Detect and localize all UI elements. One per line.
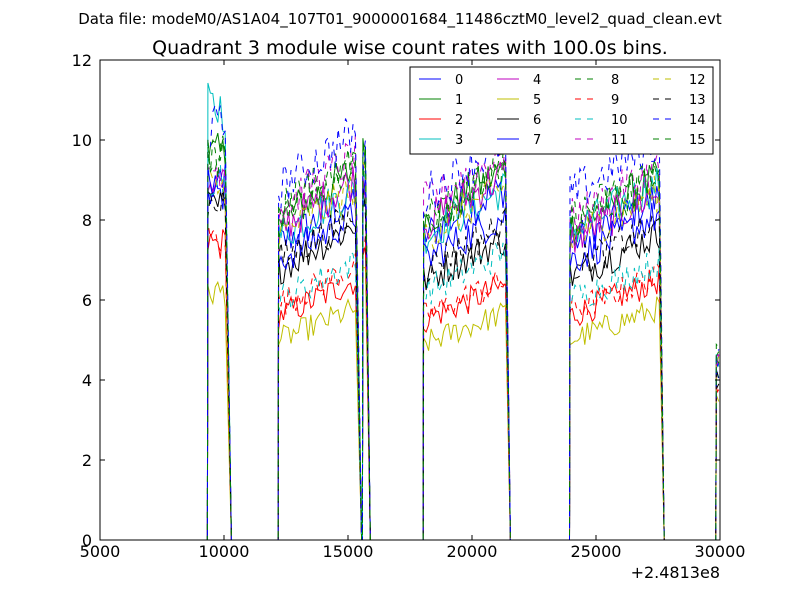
series-line-12 — [133, 160, 720, 540]
x-tick-label: 30000 — [695, 542, 746, 561]
series-line-3 — [133, 82, 720, 540]
legend-label-12: 12 — [689, 73, 706, 88]
series-line-11 — [133, 134, 720, 540]
x-tick-label: 20000 — [447, 542, 498, 561]
x-tick-label: 15000 — [323, 542, 374, 561]
legend-label-13: 13 — [689, 93, 706, 108]
y-tick-label: 8 — [82, 211, 92, 230]
legend-label-6: 6 — [533, 113, 541, 128]
legend-label-14: 14 — [689, 113, 706, 128]
series-line-13 — [133, 185, 720, 540]
legend-label-0: 0 — [455, 73, 463, 88]
series-line-2 — [133, 229, 720, 540]
y-tick-label: 10 — [72, 131, 92, 150]
y-tick-label: 4 — [82, 371, 92, 390]
series-line-1 — [133, 132, 720, 540]
chart-title: Quadrant 3 module wise count rates with … — [152, 37, 668, 59]
x-tick-label: 5000 — [80, 542, 121, 561]
legend-label-1: 1 — [455, 93, 463, 108]
series-line-14 — [133, 103, 720, 540]
y-tick-label: 6 — [82, 291, 92, 310]
series-line-15 — [133, 135, 720, 540]
legend-label-2: 2 — [455, 113, 463, 128]
legend-label-4: 4 — [533, 73, 541, 88]
series-line-10 — [133, 164, 720, 540]
legend-label-3: 3 — [455, 133, 463, 148]
y-tick-label: 2 — [82, 451, 92, 470]
series-line-6 — [133, 190, 720, 540]
series-line-8 — [133, 142, 720, 540]
series-line-5 — [133, 267, 720, 540]
series-line-7 — [133, 164, 720, 540]
legend-box — [409, 66, 714, 155]
legend-label-7: 7 — [533, 133, 541, 148]
x-tick-label: 10000 — [199, 542, 250, 561]
figure-suptitle: Data file: modeM0/AS1A04_107T01_90000016… — [78, 10, 722, 29]
x-tick-label: 25000 — [571, 542, 622, 561]
legend-label-5: 5 — [533, 93, 541, 108]
x-offset-label: +2.4813e8 — [631, 563, 720, 582]
legend-label-9: 9 — [611, 93, 619, 108]
series-line-9 — [133, 222, 720, 540]
legend-label-10: 10 — [611, 113, 628, 128]
legend-label-15: 15 — [689, 133, 706, 148]
series-layer — [133, 82, 720, 540]
legend-label-11: 11 — [611, 133, 628, 148]
series-line-4 — [133, 159, 720, 540]
y-tick-label: 12 — [72, 51, 92, 70]
y-tick-label: 0 — [82, 531, 92, 550]
legend-label-8: 8 — [611, 73, 619, 88]
